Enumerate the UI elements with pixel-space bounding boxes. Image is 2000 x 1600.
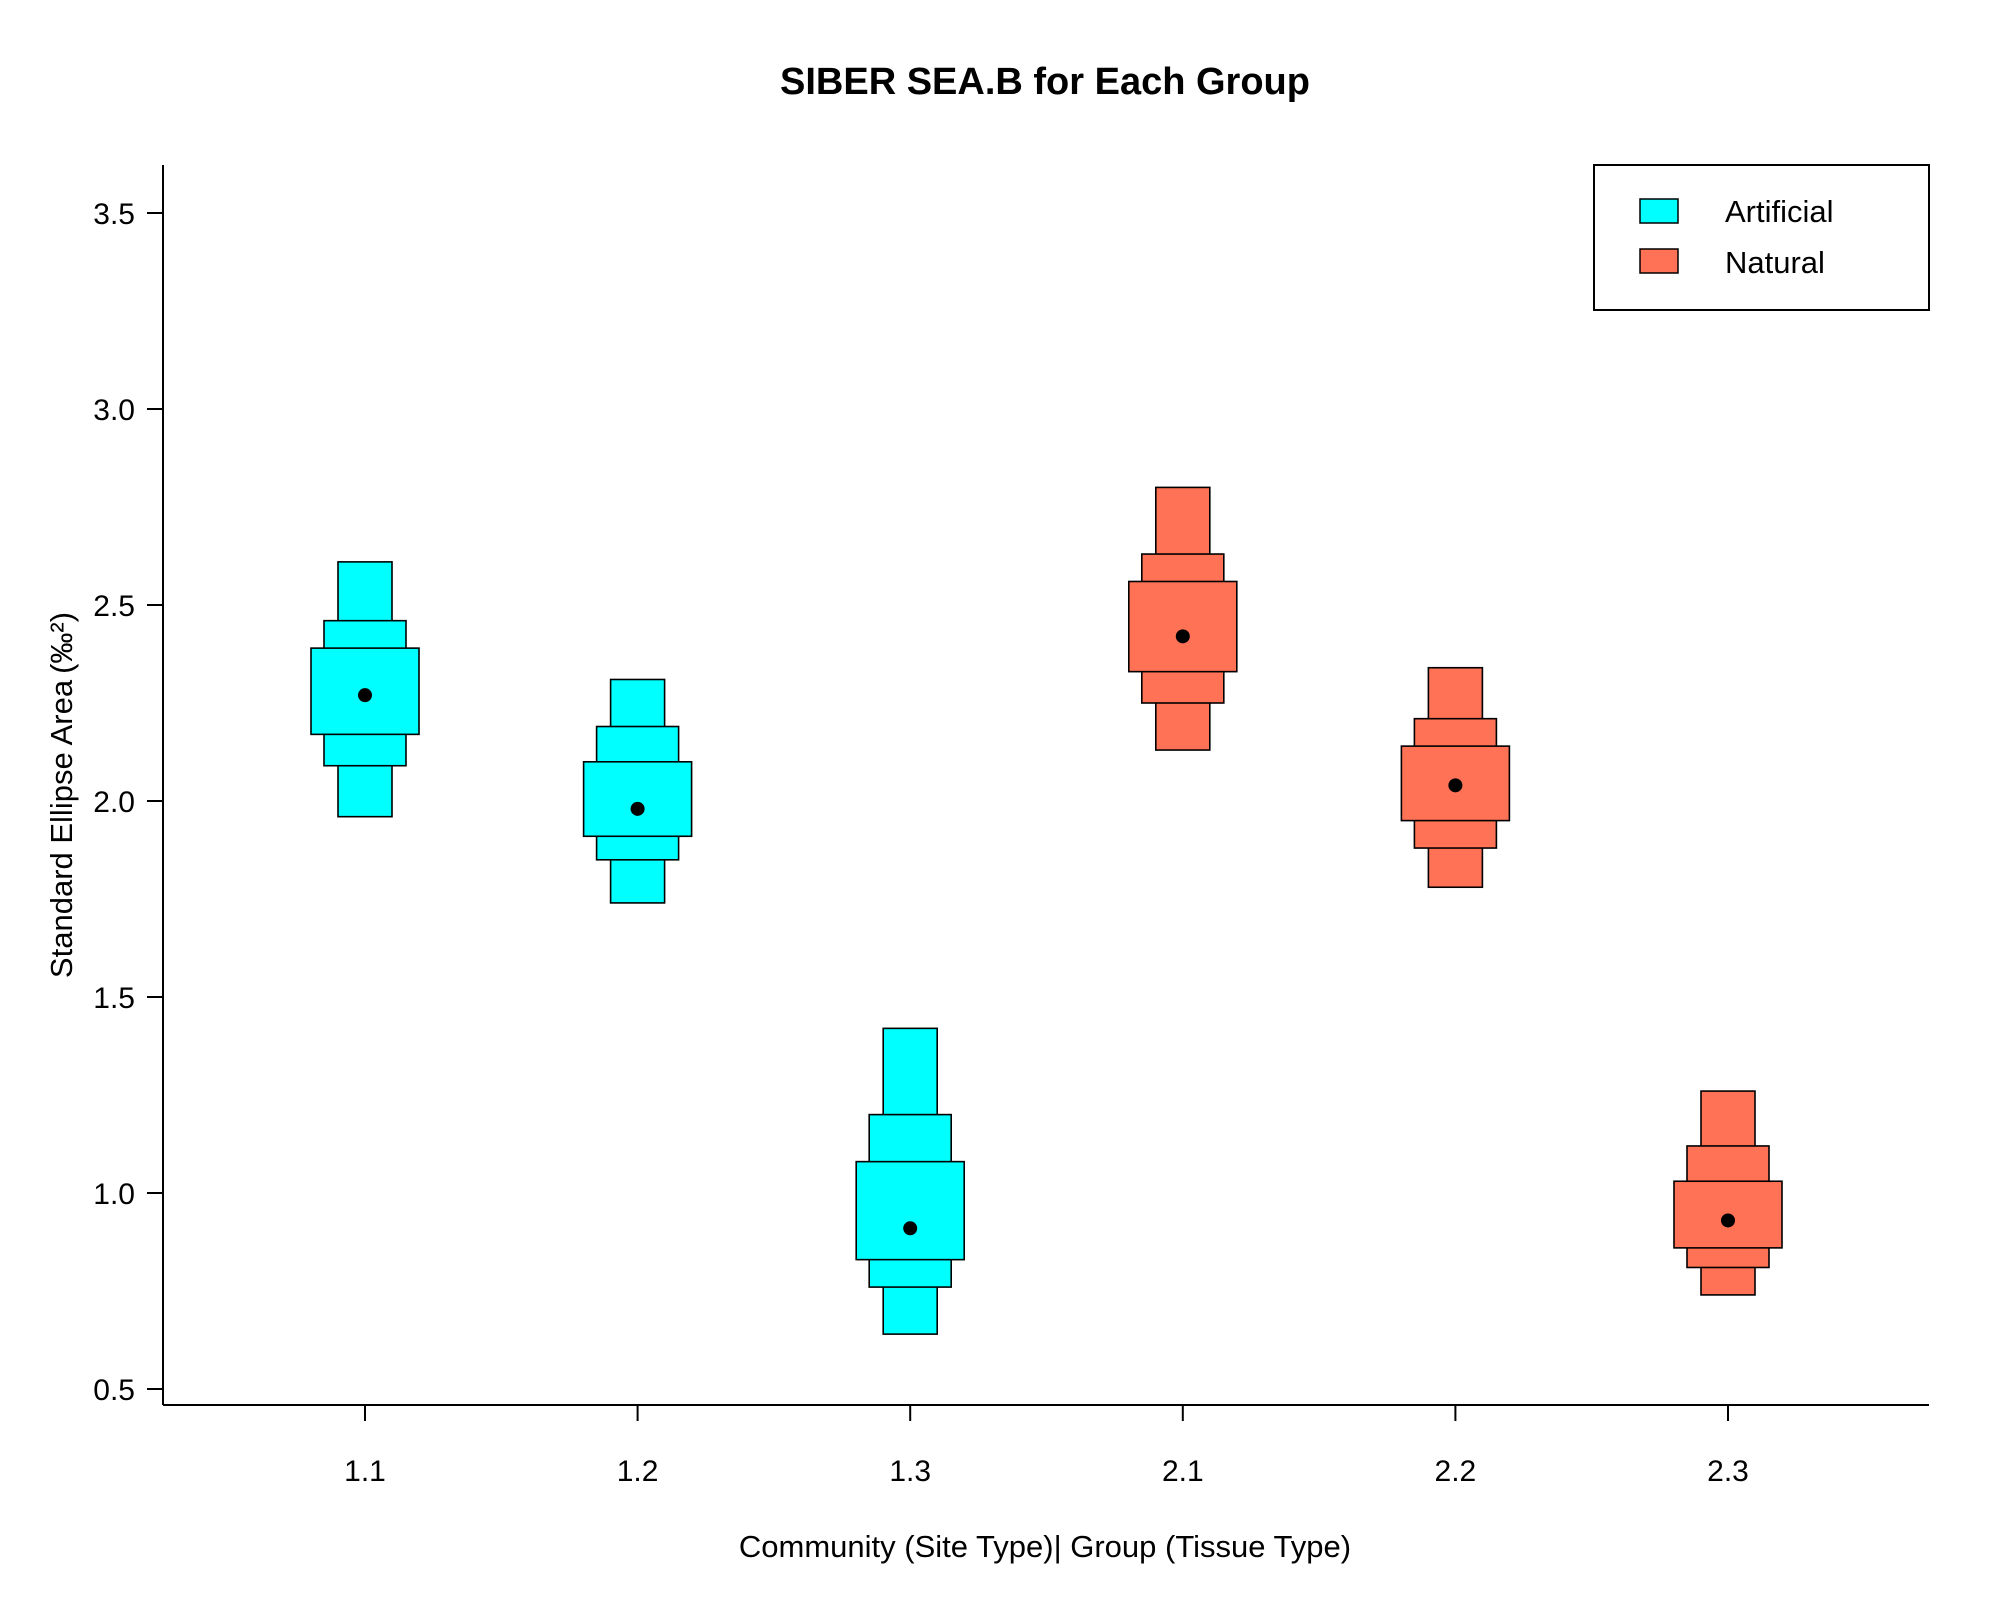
x-tick-label: 2.2	[1435, 1455, 1477, 1488]
chart-title: SIBER SEA.B for Each Group	[780, 61, 1310, 103]
x-tick-label: 1.3	[889, 1455, 931, 1488]
box-group-1-3	[855, 1027, 966, 1335]
mode-point	[1448, 778, 1463, 793]
y-axis-label-unit: (‰²)	[44, 612, 79, 674]
y-tick-label: 2.5	[93, 590, 135, 623]
y-tick-label: 3.0	[93, 394, 135, 427]
credible-interval-ci50	[855, 1160, 966, 1261]
x-axis-ticks: 1.1 1.2 1.3 2.1 2.2 2.3	[344, 1405, 1749, 1488]
legend-swatch-artificial	[1639, 198, 1679, 224]
mode-point	[358, 688, 372, 703]
legend-label-natural: Natural	[1725, 245, 1825, 280]
x-tick-label: 2.1	[1162, 1455, 1204, 1488]
x-tick-label: 2.3	[1707, 1455, 1749, 1488]
box-group-1-1	[310, 561, 420, 818]
y-axis-ticks: 0.5 1.0 1.5 2.0 2.5 3.0 3.5	[93, 198, 163, 1407]
y-tick-label: 3.5	[93, 198, 135, 231]
sea-boxes	[310, 486, 1783, 1335]
box-group-2-2	[1400, 666, 1511, 889]
plot-area	[162, 165, 1929, 1406]
legend-label-artificial: Artificial	[1725, 194, 1834, 229]
mode-point	[630, 801, 645, 816]
credible-interval-ci50	[1128, 580, 1238, 673]
y-axis-label-text: Standard Ellipse Area	[44, 679, 79, 978]
x-tick-label: 1.2	[617, 1455, 659, 1488]
box-group-1-2	[582, 678, 693, 904]
box-group-2-1	[1128, 486, 1238, 751]
y-tick-label: 2.0	[93, 786, 135, 819]
mode-point	[903, 1221, 918, 1236]
y-tick-label: 0.5	[93, 1374, 135, 1407]
legend: Artificial Natural	[1593, 164, 1930, 311]
x-axis-label: Community (Site Type)| Group (Tissue Typ…	[739, 1529, 1351, 1564]
y-axis-label: Standard Ellipse Area (‰²)	[44, 612, 79, 978]
credible-interval-ci50	[582, 760, 693, 838]
legend-swatch-natural	[1639, 248, 1679, 274]
mode-point	[1721, 1213, 1735, 1228]
x-tick-label: 1.1	[344, 1455, 386, 1488]
mode-point	[1175, 629, 1190, 644]
box-group-2-3	[1673, 1090, 1783, 1296]
y-tick-label: 1.0	[93, 1178, 135, 1211]
y-axis-label-group: Standard Ellipse Area (‰²)	[44, 612, 79, 978]
legend-box	[1593, 164, 1930, 311]
y-tick-label: 1.5	[93, 982, 135, 1015]
